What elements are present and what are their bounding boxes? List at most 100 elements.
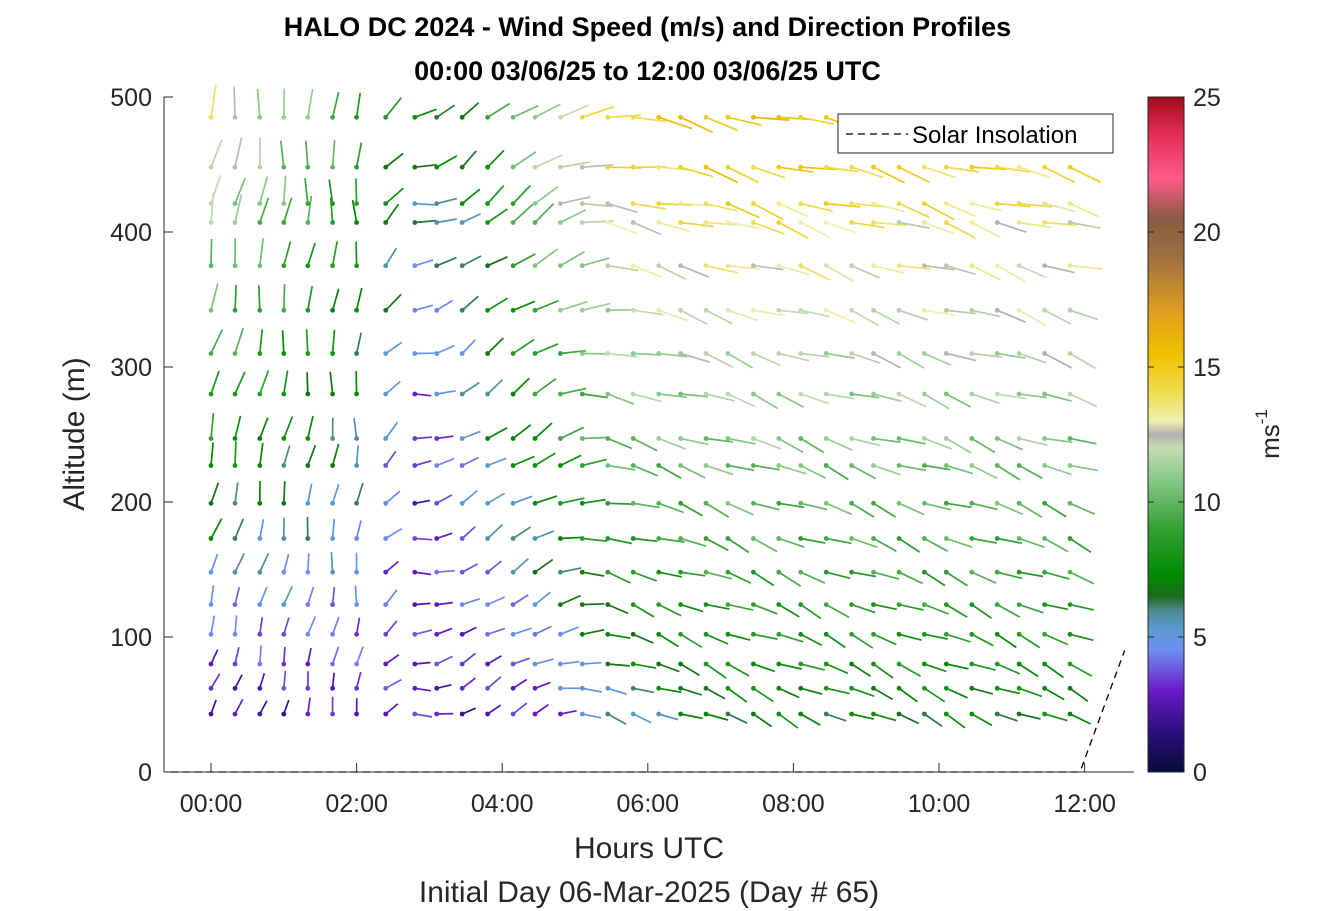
- wind-barb-dot: [994, 263, 1000, 269]
- wind-barb-dot: [943, 500, 949, 506]
- wind-barb-dot: [703, 436, 709, 441]
- colorbar-tick-label: 20: [1193, 219, 1221, 247]
- wind-barb: [512, 627, 532, 636]
- wind-barb-dot: [459, 569, 465, 575]
- wind-barb: [414, 436, 432, 440]
- wind-barb: [680, 352, 711, 364]
- wind-barb: [461, 213, 481, 224]
- wind-barb-dot: [798, 569, 804, 575]
- wind-barb: [945, 571, 968, 587]
- wind-barb: [1069, 687, 1089, 702]
- wind-barb: [210, 370, 220, 395]
- wind-barb-dot: [725, 685, 731, 691]
- wind-barb-dot: [383, 220, 389, 225]
- wind-barb: [1044, 663, 1064, 679]
- wind-barb-dot: [871, 263, 876, 269]
- wind-barb-dot: [485, 307, 490, 313]
- wind-barb-dot: [725, 602, 731, 607]
- wind-barb: [753, 264, 784, 271]
- wind-barb: [436, 683, 452, 690]
- wind-barb: [461, 430, 481, 440]
- wind-barb: [924, 309, 956, 317]
- wind-barb: [330, 551, 334, 573]
- wind-barb: [1069, 537, 1092, 554]
- wind-barb-dot: [354, 436, 359, 441]
- wind-barb: [210, 482, 220, 504]
- wind-barb: [331, 329, 336, 354]
- wind-barb-dot: [281, 536, 287, 541]
- wind-barb-dot: [354, 263, 359, 269]
- wind-barb: [826, 166, 860, 173]
- wind-barb: [826, 352, 855, 359]
- wind-barb-dot: [798, 201, 804, 207]
- wind-barb: [1044, 502, 1067, 518]
- wind-barb: [971, 166, 1007, 171]
- wind-barb-dot: [459, 536, 465, 541]
- wind-barb: [680, 309, 708, 326]
- wind-barb-dot: [434, 391, 440, 397]
- wind-barb-dot: [305, 220, 311, 225]
- wind-barb-dot: [1067, 436, 1073, 441]
- wind-barb: [873, 502, 896, 518]
- wind-barb-dot: [994, 201, 1000, 207]
- wind-barb-dot: [896, 602, 902, 607]
- wind-barb: [385, 703, 399, 715]
- wind-barb: [414, 259, 434, 267]
- wind-barb-dot: [532, 307, 538, 313]
- wind-barb-dot: [656, 307, 662, 313]
- wind-barb: [385, 527, 403, 540]
- wind-barb: [210, 649, 219, 665]
- wind-barb-dot: [678, 602, 683, 607]
- wind-barb: [873, 464, 901, 476]
- wind-barb-dot: [510, 307, 516, 313]
- wind-barb-dot: [823, 631, 829, 637]
- wind-barb-dot: [532, 602, 538, 607]
- wind-barb: [258, 519, 265, 539]
- wind-barb-dot: [849, 569, 854, 575]
- wind-barb-dot: [630, 114, 636, 120]
- wind-barb-dot: [510, 436, 516, 441]
- wind-barb: [461, 295, 479, 311]
- wind-barb-dot: [1067, 391, 1073, 397]
- wind-barb: [727, 502, 754, 516]
- wind-barb: [945, 221, 976, 239]
- wind-barb: [825, 633, 846, 649]
- wind-barb: [800, 537, 826, 544]
- wind-barb-dot: [232, 685, 238, 691]
- x-tick-label: 02:00: [325, 790, 388, 818]
- wind-barb-dot: [703, 661, 709, 667]
- wind-barb-dot: [605, 391, 611, 397]
- wind-barb-dot: [1067, 164, 1073, 170]
- wind-barb-dot: [412, 436, 418, 441]
- wind-barb: [898, 464, 927, 472]
- wind-barb: [607, 603, 629, 615]
- wind-barb: [753, 464, 780, 471]
- wind-barb-dot: [994, 536, 1000, 541]
- wind-barb: [487, 560, 502, 573]
- wind-barb-dot: [656, 500, 662, 506]
- wind-barb: [825, 264, 854, 282]
- wind-barb-dot: [485, 220, 490, 225]
- wind-barb-dot: [434, 685, 440, 691]
- wind-barb-dot: [922, 351, 927, 356]
- wind-barb: [607, 221, 638, 235]
- wind-barb-dot: [532, 661, 538, 667]
- wind-barb-dot: [656, 391, 662, 397]
- wind-barb-dot: [354, 631, 359, 637]
- wind-barb-dot: [208, 685, 214, 691]
- wind-barb: [658, 537, 685, 543]
- wind-barb-dot: [558, 602, 563, 607]
- wind-barb-dot: [725, 436, 731, 441]
- wind-barb-dot: [994, 602, 1000, 607]
- wind-barb-dot: [579, 220, 585, 225]
- wind-barb: [800, 116, 834, 125]
- wind-barb-dot: [281, 201, 287, 207]
- wind-barb: [282, 617, 290, 635]
- wind-barb: [752, 713, 773, 728]
- wind-barb: [512, 557, 529, 573]
- wind-barb: [680, 633, 703, 649]
- wind-barb: [331, 616, 340, 635]
- wind-barb: [826, 202, 861, 208]
- wind-barb-dot: [434, 500, 440, 506]
- wind-barb: [945, 687, 968, 699]
